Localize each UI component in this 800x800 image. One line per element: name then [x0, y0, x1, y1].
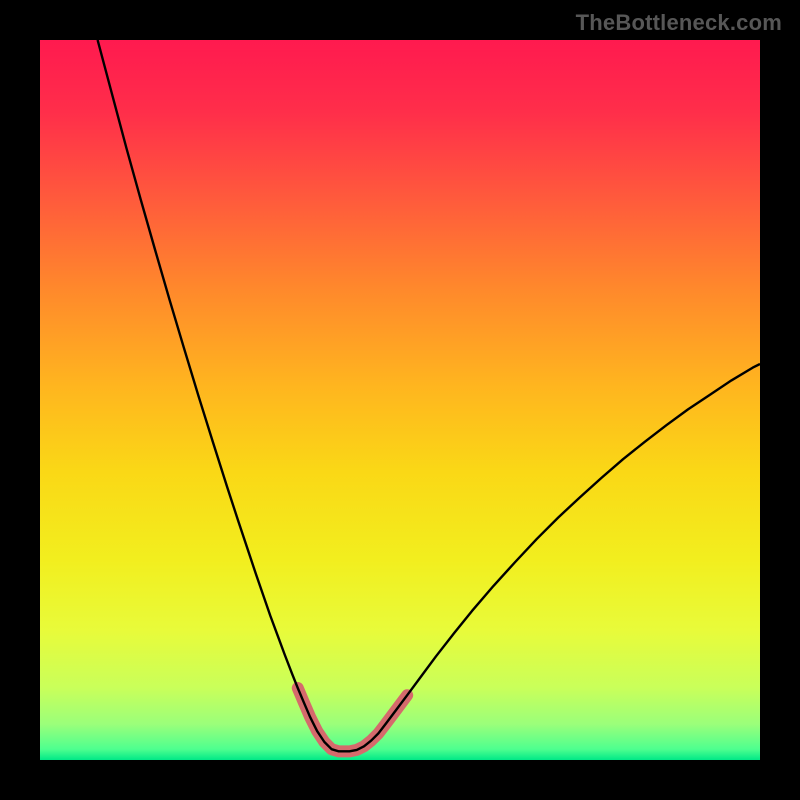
- chart-container: TheBottleneck.com: [0, 0, 800, 800]
- gradient-background: [40, 40, 760, 760]
- plot-area: [40, 40, 760, 760]
- watermark-text: TheBottleneck.com: [576, 10, 782, 36]
- plot-svg: [40, 40, 760, 760]
